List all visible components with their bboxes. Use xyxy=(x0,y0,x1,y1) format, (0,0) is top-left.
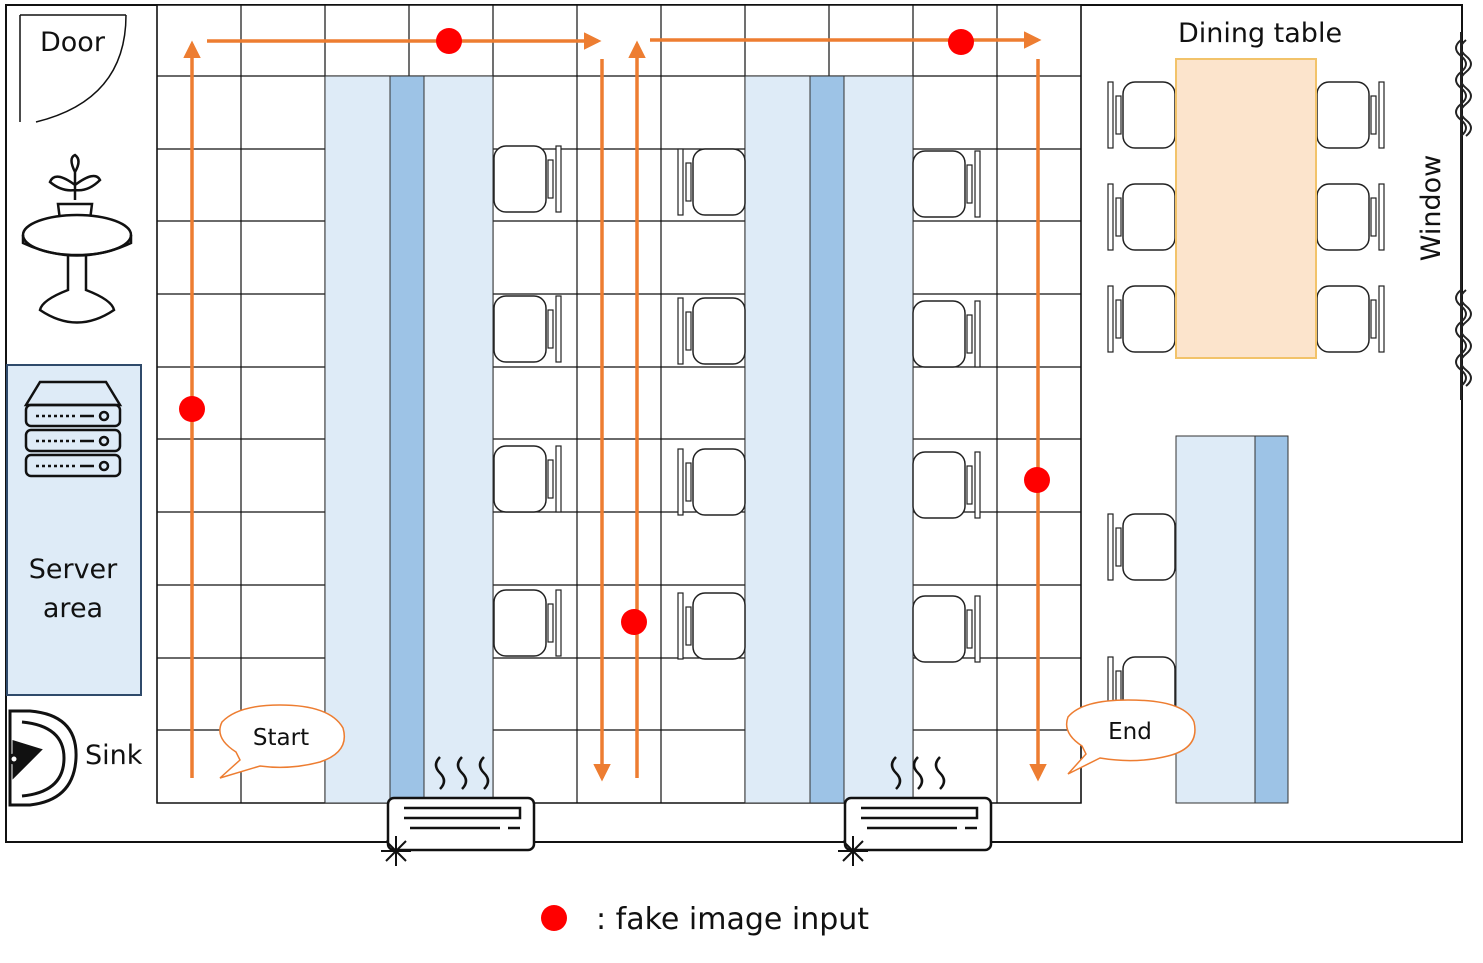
server-area-label-line2: area xyxy=(43,593,103,624)
end-callout: End xyxy=(1065,699,1196,775)
door-icon xyxy=(19,14,127,123)
start-callout: Start xyxy=(219,704,345,779)
fake-input-markers xyxy=(179,28,1050,635)
dining-table xyxy=(1175,58,1317,359)
chair-icon xyxy=(1316,285,1385,353)
chair-icon xyxy=(1316,81,1385,149)
server-icon xyxy=(23,380,123,478)
air-conditioner-icon xyxy=(381,756,536,866)
chair-icon xyxy=(1316,183,1385,251)
server-area-zone xyxy=(6,364,142,696)
fake-input-marker xyxy=(179,396,205,422)
end-label: End xyxy=(1108,719,1152,745)
fake-input-marker xyxy=(621,609,647,635)
sink-icon xyxy=(8,709,78,807)
window-label: Window xyxy=(1416,155,1447,261)
chair-icon xyxy=(1107,285,1176,353)
chair-icon xyxy=(1107,81,1176,149)
air-conditioner-icon xyxy=(838,756,993,866)
fake-input-marker xyxy=(1024,467,1050,493)
chair-icon xyxy=(1107,183,1176,251)
legend-marker xyxy=(541,905,567,931)
window-curtain-icon xyxy=(1455,32,1472,400)
dining-table-label: Dining table xyxy=(1178,18,1342,49)
aisle-2 xyxy=(744,75,914,804)
legend-text: : fake image input xyxy=(596,902,869,937)
start-label: Start xyxy=(253,725,309,751)
chair-icon xyxy=(1107,513,1176,581)
aisle-1 xyxy=(324,75,494,804)
fake-input-marker xyxy=(436,28,462,54)
plant-table-icon xyxy=(21,153,133,324)
server-area-label-line1: Server xyxy=(29,554,118,585)
floor-tile-grid xyxy=(156,4,1082,804)
fake-input-marker xyxy=(948,29,974,55)
door-label: Door xyxy=(40,27,106,58)
sink-label: Sink xyxy=(85,740,143,771)
legend: : fake image input xyxy=(541,902,869,937)
aisle-3 xyxy=(1175,435,1289,804)
